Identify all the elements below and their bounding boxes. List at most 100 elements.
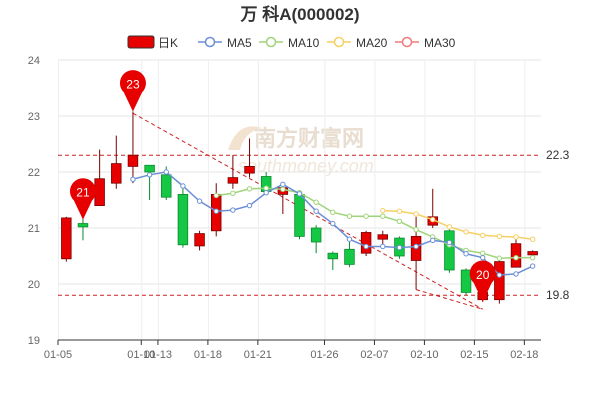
ma5-point — [246, 202, 253, 209]
watermark: 南方财富网 southmoney.com — [228, 126, 374, 176]
candle-body — [494, 261, 505, 301]
candle-body — [327, 252, 339, 260]
chart-title: 万 科A(000002) — [239, 4, 359, 24]
legend-item-ma10[interactable]: MA10 — [259, 36, 320, 50]
candle — [510, 239, 522, 268]
pin-marker: 20 — [469, 260, 496, 302]
ma5-point — [496, 272, 503, 278]
watermark-logo — [228, 126, 262, 150]
candle — [344, 242, 355, 268]
ma5-point — [330, 220, 336, 227]
ma5-point — [213, 208, 219, 214]
candle — [127, 111, 139, 184]
candle — [111, 135, 122, 189]
candle — [61, 216, 72, 262]
x-tick-label: 01-10 — [127, 349, 155, 361]
candle-body — [310, 227, 322, 243]
candle — [327, 251, 339, 270]
candle — [177, 186, 189, 248]
candle-body — [61, 217, 72, 260]
ma10-point — [413, 226, 419, 233]
ma10-point — [513, 254, 519, 261]
ma10-point — [280, 186, 286, 193]
ma20-point — [413, 211, 419, 217]
y-tick-label: 23 — [28, 111, 40, 123]
pin-marker: 23 — [119, 70, 146, 112]
legend-label: MA10 — [288, 36, 320, 50]
ma20-point — [396, 208, 403, 214]
trendline — [415, 289, 483, 310]
moving-averages — [130, 169, 536, 278]
ma20-point — [529, 236, 536, 242]
ma5-point — [146, 172, 153, 178]
candle-body — [460, 269, 472, 293]
candle-body — [111, 163, 122, 184]
candle-body — [444, 230, 455, 271]
candle — [360, 230, 372, 256]
legend-swatch-candle — [127, 35, 155, 49]
ref-line-label: 22.3 — [546, 148, 570, 162]
x-tick-label: 02-07 — [360, 349, 388, 361]
ma5-point — [413, 243, 419, 250]
legend-label: MA30 — [424, 36, 456, 50]
candle-body — [77, 223, 89, 228]
ma5-point — [230, 207, 236, 213]
ma5-point — [380, 243, 386, 250]
legend-item-ma5[interactable]: MA5 — [198, 36, 252, 50]
candle — [94, 149, 105, 207]
trendline — [132, 112, 483, 310]
candle — [194, 230, 205, 251]
ma10-point — [330, 209, 336, 216]
ma10-point — [496, 255, 503, 261]
y-tick-label: 22 — [28, 167, 40, 179]
pin-label: 23 — [126, 78, 140, 92]
legend[interactable]: 日K MA5 MA10 MA20 MA30 — [127, 35, 456, 50]
ma20-point — [480, 232, 486, 238]
legend-item-ma20[interactable]: MA20 — [327, 36, 388, 50]
legend-item-ma30[interactable]: MA30 — [395, 36, 456, 50]
ma10-point — [263, 185, 269, 191]
ma5-point — [130, 176, 136, 182]
candle — [294, 191, 305, 240]
candle-body — [377, 234, 389, 240]
candle — [244, 138, 255, 178]
pin-shape — [69, 178, 96, 220]
ma20-point — [380, 207, 386, 214]
legend-item-日k[interactable]: 日K — [127, 35, 178, 50]
ma20-point — [446, 224, 453, 230]
x-tick-label: 02-15 — [460, 349, 488, 361]
markers: 21 23 20 — [69, 70, 496, 302]
y-tick-label: 24 — [28, 55, 40, 67]
y-tick-label: 19 — [28, 335, 40, 347]
ma10-point — [346, 213, 353, 219]
legend-swatch-dot — [333, 36, 345, 48]
x-tick-label: 01-13 — [144, 349, 172, 361]
legend-label: 日K — [158, 36, 178, 50]
ma20-point — [463, 229, 469, 235]
candle-body — [127, 154, 139, 167]
pin-marker: 21 — [69, 178, 96, 220]
ma10-point — [313, 199, 319, 205]
candle-body — [360, 232, 372, 254]
candle — [460, 268, 472, 296]
ma20-line — [382, 209, 533, 240]
candle — [144, 164, 155, 200]
ma5-point — [480, 254, 486, 261]
legend-swatch-dot — [265, 36, 277, 48]
ma5-point — [180, 183, 186, 189]
ma5-point — [163, 169, 169, 175]
pin-label: 20 — [476, 268, 490, 282]
trendlines — [132, 112, 483, 310]
candle-body — [227, 177, 239, 184]
ma5-point — [313, 208, 319, 214]
candle-body — [244, 165, 255, 174]
candle — [77, 216, 89, 241]
ref-line-label: 19.8 — [546, 288, 570, 302]
x-tick-label: 01-21 — [244, 349, 272, 361]
candle — [310, 225, 322, 254]
candle — [227, 155, 239, 189]
legend-swatch-dot — [401, 36, 413, 48]
watermark-brand-en: southmoney.com — [238, 156, 374, 176]
ma5-point — [363, 243, 369, 250]
